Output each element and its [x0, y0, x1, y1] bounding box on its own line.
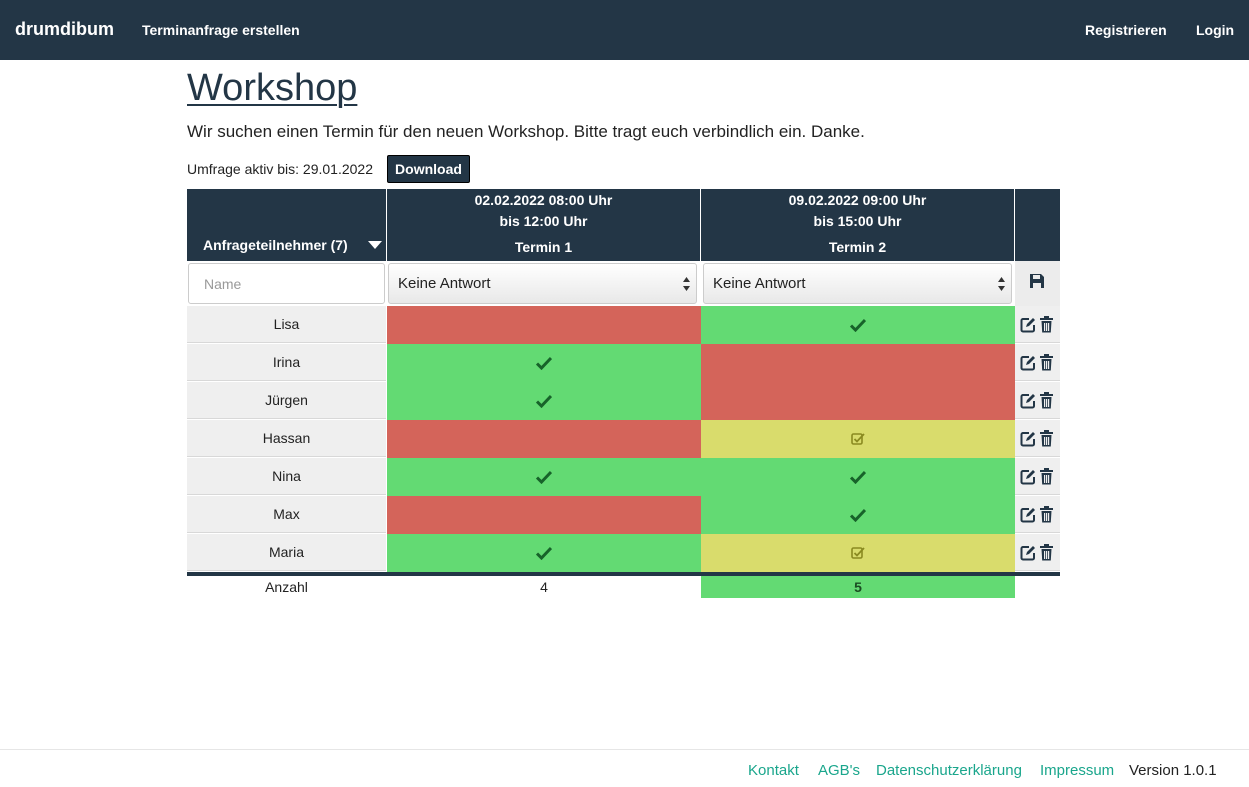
slot-2-select-value: Keine Antwort: [713, 275, 806, 292]
slot-2-answer-no: [701, 344, 1015, 382]
trash-icon[interactable]: [1039, 468, 1054, 485]
check-icon: [850, 470, 866, 484]
edit-icon[interactable]: [1020, 469, 1036, 485]
edit-icon[interactable]: [1020, 545, 1036, 561]
edit-icon[interactable]: [1020, 317, 1036, 333]
count-slot-2: 5: [701, 576, 1015, 598]
slot-2-answer-yes: [701, 496, 1015, 534]
row-actions: [1015, 420, 1060, 457]
slot-2-end: bis 15:00 Uhr: [813, 213, 902, 229]
name-input[interactable]: [188, 263, 385, 304]
slot-1-answer-yes: [387, 382, 701, 420]
slot-2-answer-maybe: [701, 420, 1015, 458]
table-row: Irina: [187, 344, 1060, 382]
slot-1-end: bis 12:00 Uhr: [499, 213, 588, 229]
nav-register[interactable]: Registrieren: [1085, 22, 1167, 38]
slot-1-start: 02.02.2022 08:00 Uhr: [474, 192, 613, 208]
table-row: Lisa: [187, 306, 1060, 344]
slot-1-answer-yes: [387, 458, 701, 496]
participants-header: Anfrageteilnehmer (7): [187, 189, 386, 261]
participant-name: Lisa: [187, 306, 386, 343]
slot-1-answer-no: [387, 306, 701, 344]
save-cell: [1015, 261, 1060, 306]
participant-name: Max: [187, 496, 386, 533]
trash-icon[interactable]: [1039, 506, 1054, 523]
participant-name: Irina: [187, 344, 386, 381]
count-slot-1: 4: [540, 579, 548, 595]
download-button[interactable]: Download: [387, 155, 470, 183]
participant-name: Nina: [187, 458, 386, 495]
table-row: Hassan: [187, 420, 1060, 458]
poll-active-until: Umfrage aktiv bis: 29.01.2022: [187, 161, 373, 177]
row-actions: [1015, 306, 1060, 343]
trash-icon[interactable]: [1039, 354, 1054, 371]
footer-link-datenschutz[interactable]: Datenschutzerklärung: [876, 762, 1022, 779]
slot-2-answer-no: [701, 382, 1015, 420]
edit-icon[interactable]: [1020, 393, 1036, 409]
slot-1-label: Termin 1: [514, 239, 573, 255]
check-icon: [850, 508, 866, 522]
trash-icon[interactable]: [1039, 392, 1054, 409]
slot-1-answer-no: [387, 496, 701, 534]
footer-divider: [0, 749, 1249, 750]
slot-2-label: Termin 2: [828, 239, 887, 255]
nav-login[interactable]: Login: [1196, 22, 1235, 38]
slot-header-1: 02.02.2022 08:00 Uhr bis 12:00 Uhr Termi…: [387, 189, 700, 261]
slot-header-2: 09.02.2022 09:00 Uhr bis 15:00 Uhr Termi…: [701, 189, 1014, 261]
check-icon: [536, 470, 552, 484]
check-icon: [536, 356, 552, 370]
actions-header: [1015, 189, 1060, 261]
table-row: Maria: [187, 534, 1060, 572]
slot-2-answer-yes: [701, 306, 1015, 344]
trash-icon[interactable]: [1039, 430, 1054, 447]
edit-icon[interactable]: [1020, 431, 1036, 447]
check-icon: [536, 546, 552, 560]
page-title: Workshop: [187, 67, 358, 109]
footer-link-kontakt[interactable]: Kontakt: [748, 762, 799, 779]
table-row: Jürgen: [187, 382, 1060, 420]
trash-icon[interactable]: [1039, 316, 1054, 333]
slot-2-answer-maybe: [701, 534, 1015, 572]
slot-2-answer-select[interactable]: Keine Antwort: [703, 263, 1012, 304]
brand-logo[interactable]: drumdibum: [15, 19, 114, 39]
slot-1-answer-yes: [387, 344, 701, 382]
table-row: Nina: [187, 458, 1060, 496]
table-row: Max: [187, 496, 1060, 534]
participant-name: Hassan: [187, 420, 386, 457]
row-actions: [1015, 458, 1060, 495]
slot-1-answer-yes: [387, 534, 701, 572]
check-icon: [850, 318, 866, 332]
trash-icon[interactable]: [1039, 544, 1054, 561]
page-description: Wir suchen einen Termin für den neuen Wo…: [187, 122, 865, 141]
footer-link-impressum[interactable]: Impressum: [1040, 762, 1115, 779]
check-icon: [536, 394, 552, 408]
participant-name: Jürgen: [187, 382, 386, 419]
check-square-icon: [851, 547, 865, 559]
table-footer-bar: [187, 572, 1060, 576]
floppy-disk-icon[interactable]: [1029, 273, 1045, 289]
count-label: Anzahl: [265, 579, 308, 595]
participants-header-label: Anfrageteilnehmer (7): [203, 237, 348, 253]
select-arrows-icon: [998, 277, 1005, 291]
slot-1-answer-select[interactable]: Keine Antwort: [388, 263, 697, 304]
slot-2-answer-yes: [701, 458, 1015, 496]
row-actions: [1015, 344, 1060, 381]
edit-icon[interactable]: [1020, 355, 1036, 371]
row-actions: [1015, 382, 1060, 419]
row-actions: [1015, 496, 1060, 533]
row-actions: [1015, 534, 1060, 571]
slot-2-start: 09.02.2022 09:00 Uhr: [788, 192, 927, 208]
slot-1-answer-no: [387, 420, 701, 458]
nav-create-request[interactable]: Terminanfrage erstellen: [142, 22, 300, 38]
check-square-icon: [851, 433, 865, 445]
version-label: Version 1.0.1: [1129, 762, 1217, 779]
select-arrows-icon: [683, 277, 690, 291]
participant-name: Maria: [187, 534, 386, 571]
slot-1-select-value: Keine Antwort: [398, 275, 491, 292]
edit-icon[interactable]: [1020, 507, 1036, 523]
sort-triangle-icon[interactable]: [368, 241, 382, 249]
footer-link-agb[interactable]: AGB's: [818, 762, 861, 779]
navbar: drumdibum Terminanfrage erstellen Regist…: [0, 0, 1249, 60]
